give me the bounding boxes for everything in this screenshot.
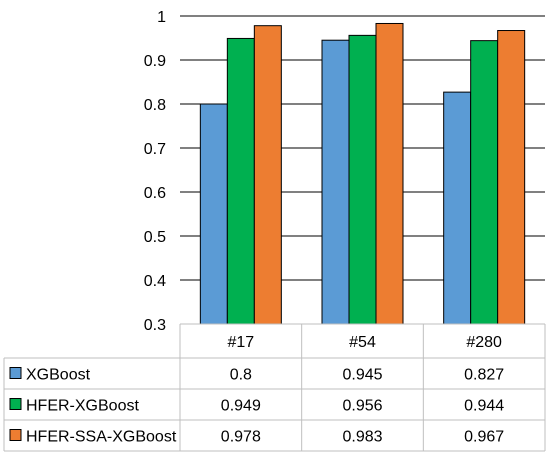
y-tick-label: 0.9 [144,53,166,70]
bar-xgboost-17 [199,103,228,325]
bars [199,22,526,325]
category-label: #280 [466,334,502,351]
data-label: 0.949 [221,398,261,415]
y-tick-label: 0.6 [144,185,166,202]
legend-key-xgboost [9,367,22,379]
legend-key-hfer-xgboost [9,398,22,410]
y-tick-label: 1 [157,9,166,26]
data-label: 0.956 [342,398,382,415]
data-label: 0.983 [342,429,382,446]
bar-xgboost-54 [321,39,350,325]
y-tick-label: 0.7 [144,141,166,158]
data-label: 0.967 [464,429,504,446]
y-tick-label: 0.8 [144,97,166,114]
data-label: 0.827 [464,367,504,384]
data-label: 0.8 [230,367,252,384]
y-axis-tick-labels: 0.3 0.4 0.5 0.6 0.7 0.8 0.9 1 [144,9,166,334]
bar-hfer-ssa-xgboost-54 [375,22,404,325]
bar-hfer-ssa-xgboost-280 [497,30,526,325]
legend-label: HFER-XGBoost [26,398,139,415]
data-label: 0.944 [464,398,504,415]
data-label: 0.945 [342,367,382,384]
legend-label: XGBoost [26,367,91,384]
bar-xgboost-280 [443,91,472,325]
bar-hfer-xgboost-17 [226,37,255,325]
bar-hfer-ssa-xgboost-17 [253,25,282,325]
data-label: 0.978 [221,429,261,446]
y-tick-label: 0.3 [144,317,166,334]
data-table: #17 #54 #280 XGBoost 0.8 0.945 0.827 HFER-XGBoo… [3,323,546,452]
category-label: #54 [349,334,376,351]
y-tick-label: 0.5 [144,229,166,246]
legend-label: HFER-SSA-XGBoost [26,429,177,446]
bar-hfer-xgboost-280 [470,40,499,325]
category-label: #17 [227,334,254,351]
y-tick-label: 0.4 [144,273,166,290]
bar-hfer-xgboost-54 [348,34,377,325]
legend-key-hfer-ssa-xgboost [9,429,22,441]
